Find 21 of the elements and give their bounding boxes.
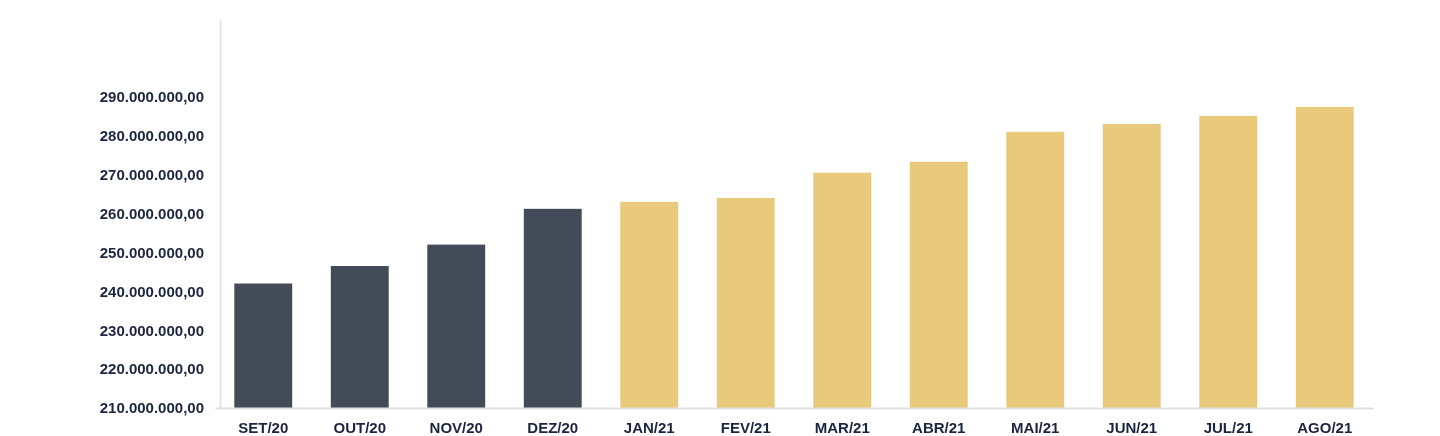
x-tick-label: FEV/21 <box>720 418 771 436</box>
x-tick-label: MAI/21 <box>1011 418 1060 436</box>
x-tick-label: JUN/21 <box>1106 418 1158 436</box>
y-tick-label: 250.000.000,00 <box>99 243 204 261</box>
y-tick-label: 290.000.000,00 <box>99 88 204 106</box>
x-tick-label: AGO/21 <box>1297 418 1353 436</box>
y-tick-label: 280.000.000,00 <box>99 127 204 144</box>
y-tick-label: 270.000.000,00 <box>99 165 204 183</box>
x-tick-label: OUT/20 <box>333 418 387 436</box>
y-tick-label: 210.000.000,00 <box>99 399 204 417</box>
y-tick-label: 260.000.000,00 <box>99 204 204 222</box>
x-tick-label: MAR/21 <box>814 418 870 436</box>
x-tick-label: SET/20 <box>238 418 289 436</box>
x-tick-label: DEZ/20 <box>527 418 579 436</box>
x-tick-label: JUL/21 <box>1203 418 1253 436</box>
y-tick-label: 240.000.000,00 <box>99 282 204 300</box>
x-tick-label: JAN/21 <box>623 418 675 436</box>
y-tick-label: 230.000.000,00 <box>99 321 204 339</box>
x-tick-label: ABR/21 <box>912 418 966 436</box>
x-tick-label: NOV/20 <box>429 418 483 436</box>
y-tick-label: 220.000.000,00 <box>99 360 204 378</box>
